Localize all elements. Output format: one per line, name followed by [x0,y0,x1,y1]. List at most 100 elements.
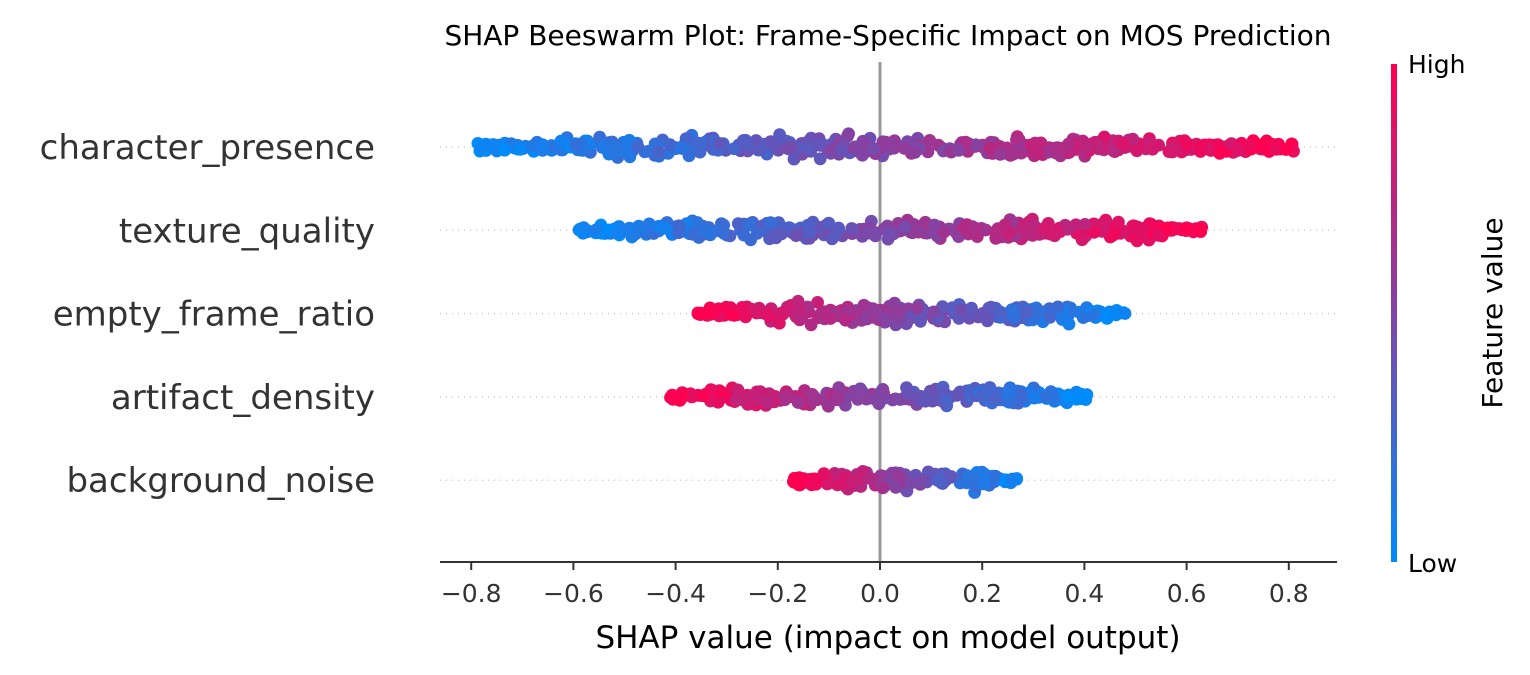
x-tick-label: 0.2 [962,579,1002,608]
shap-dot [804,318,818,332]
shap-dot [797,472,811,486]
shap-dot [878,311,892,325]
shap-dot [778,393,792,407]
shap-dot [749,134,763,147]
shap-dot [716,225,730,239]
colorbar-low-label: Low [1408,549,1457,578]
shap-dot [857,298,871,312]
shap-dot [1076,134,1090,148]
shap-dot [794,302,807,316]
shap-dot [845,222,859,235]
colorbar [1391,64,1397,562]
shap-dot [1039,390,1053,404]
shap-dot [969,138,983,152]
shap-dot [910,301,924,314]
shap-dot [957,221,971,235]
shap-dot [1136,222,1150,235]
shap-dot [813,137,827,151]
shap-dot [577,221,590,235]
shap-dot [1279,143,1293,156]
shap-dot [869,304,882,318]
shap-dot [1003,381,1017,395]
shap-dot [822,216,836,230]
shap-dot [977,477,991,491]
chart-title: SHAP Beeswarm Plot: Frame-Specific Impac… [444,19,1331,52]
shap-dot [803,225,816,239]
shap-dot [479,138,492,151]
shap-dot [1194,224,1207,238]
shap-dot [663,138,677,152]
feature-dots-texture_quality [572,212,1209,248]
shap-dot [890,304,903,318]
shap-dot [1024,138,1038,152]
feature-labels: character_presence texture_quality empty_f… [40,128,375,501]
feature-label: texture_quality [119,211,375,251]
shap-dot [1005,303,1019,316]
shap-dot [898,220,912,234]
shap-dot [1180,222,1194,235]
shap-dot [914,314,927,328]
shap-dot [831,391,845,405]
shap-dot [1268,142,1282,156]
feature-dots-background_noise [787,465,1024,499]
shap-dot [952,144,966,157]
shap-dot [889,480,903,494]
shap-dot [762,309,776,323]
shap-dot [773,316,786,330]
shap-dot [919,392,933,405]
dots-layer [471,127,1300,499]
x-tick-label: 0.8 [1269,579,1309,608]
shap-dot [513,142,527,156]
shap-dot [876,481,890,495]
shap-dot [789,229,803,243]
shap-dot [730,392,743,406]
shap-dot [605,144,619,158]
shap-dot [1080,389,1093,402]
shap-dot [1194,145,1207,158]
shap-dot [801,141,815,155]
shap-dot [1037,222,1051,235]
shap-dot [1078,218,1092,231]
shap-dot [811,296,824,309]
shap-dot [901,386,914,400]
shap-dot [1116,137,1130,150]
x-tick-label: −0.2 [747,579,808,608]
shap-dot [824,312,837,325]
shap-dot [568,138,582,152]
shap-dot [904,476,918,490]
shap-dot [983,141,997,155]
colorbar-high-label: High [1408,50,1465,79]
shap-dot [697,389,711,402]
shap-dot [691,136,705,150]
shap-dot [498,143,512,157]
shap-dot [817,467,831,480]
shap-dot [866,141,880,155]
shap-dot [1002,395,1016,409]
shap-dot [652,145,666,159]
shap-dot [839,313,852,327]
shap-dot [1015,388,1028,402]
shap-dot [638,221,652,234]
shap-dot [923,134,937,147]
shap-dot [1057,141,1071,155]
shap-dot [686,227,699,241]
shap-dot [1231,142,1244,156]
shap-dot [1109,308,1123,322]
shap-dot [993,148,1007,161]
shap-dot [853,387,866,400]
shap-dot [1020,305,1033,319]
shap-dot [871,394,885,408]
shap-dot [1052,224,1065,238]
shap-dot [1161,221,1174,235]
shap-dot [674,141,688,155]
shap-dot [667,391,681,405]
shap-dot [739,134,753,147]
feature-dots-empty_frame_ratio [691,294,1132,332]
shap-dot [1062,222,1076,236]
shap-dot [623,150,637,164]
x-axis-label: SHAP value (impact on model output) [595,620,1180,656]
shap-dot [1213,147,1227,160]
shap-dot [727,142,741,156]
feature-dots-artifact_density [664,380,1094,413]
shap-dot [927,218,941,232]
